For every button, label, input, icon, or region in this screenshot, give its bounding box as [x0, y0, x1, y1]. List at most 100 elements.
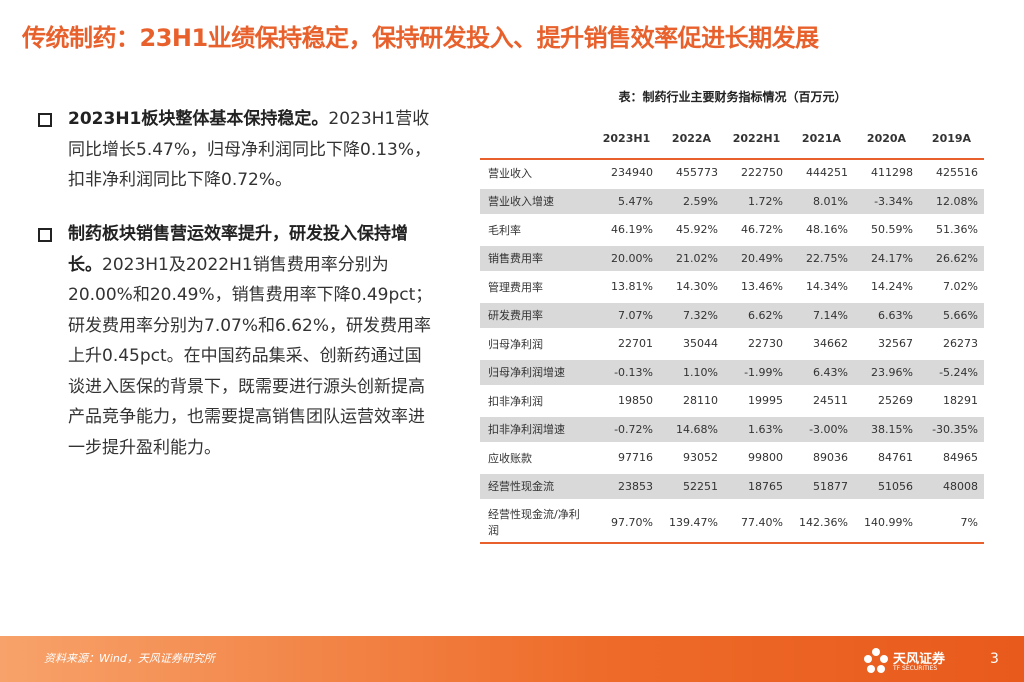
- value-cell: 32567: [854, 329, 919, 360]
- value-cell: -1.99%: [724, 358, 789, 388]
- value-cell: 99800: [724, 443, 789, 474]
- value-cell: 1.72%: [724, 187, 789, 217]
- row-label: 应收账款: [480, 443, 594, 474]
- bullet-lead: 2023H1板块整体基本保持稳定。: [68, 109, 329, 129]
- value-cell: 97716: [594, 443, 659, 474]
- value-cell: 6.63%: [854, 301, 919, 331]
- value-cell: 38.15%: [854, 415, 919, 445]
- logo-text: 天风证券: [893, 652, 946, 667]
- table-row: 营业收入增速 5.47% 2.59% 1.72% 8.01% -3.34% 12.08%: [480, 187, 984, 217]
- value-cell: 24.17%: [854, 244, 919, 274]
- value-cell: -30.35%: [919, 415, 984, 445]
- value-cell: 13.46%: [724, 272, 789, 303]
- value-cell: 21.02%: [659, 244, 724, 274]
- table-row: 销售费用率 20.00% 21.02% 20.49% 22.75% 24.17% 26.62…: [480, 244, 984, 274]
- header-cell: 2021A: [789, 118, 854, 160]
- value-cell: 140.99%: [854, 500, 919, 544]
- row-label: 销售费用率: [480, 244, 594, 274]
- value-cell: 48008: [919, 472, 984, 502]
- footer-band: [0, 636, 1024, 682]
- value-cell: 1.63%: [724, 415, 789, 445]
- value-cell: 222750: [724, 159, 789, 189]
- value-cell: 13.81%: [594, 272, 659, 303]
- header-cell: 2020A: [854, 118, 919, 160]
- value-cell: 7%: [919, 500, 984, 544]
- table-row: 扣非净利润 19850 28110 19995 24511 25269 18291: [480, 386, 984, 417]
- bullet-box: [38, 228, 52, 242]
- value-cell: 19850: [594, 386, 659, 417]
- value-cell: 14.68%: [659, 415, 724, 445]
- page-number: 3: [990, 651, 999, 667]
- row-label: 归母净利润: [480, 329, 594, 360]
- value-cell: 2.59%: [659, 187, 724, 217]
- value-cell: 51056: [854, 472, 919, 502]
- header-cell: 2023H1: [594, 118, 659, 160]
- value-cell: 22.75%: [789, 244, 854, 274]
- value-cell: 46.72%: [724, 215, 789, 246]
- value-cell: 20.00%: [594, 244, 659, 274]
- bullet: 制药板块销售营运效率提升，研发投入保持增长。2023H1及2022H1销售费用率…: [38, 219, 438, 463]
- value-cell: 26273: [919, 329, 984, 360]
- value-cell: 14.24%: [854, 272, 919, 303]
- value-cell: 7.02%: [919, 272, 984, 303]
- value-cell: 34662: [789, 329, 854, 360]
- value-cell: 19995: [724, 386, 789, 417]
- bullet-text: 2023H1及2022H1销售费用率分别为20.00%和20.49%，销售费用率…: [68, 254, 433, 458]
- value-cell: 6.43%: [789, 358, 854, 388]
- value-cell: 12.08%: [919, 187, 984, 217]
- bullet-box: [38, 113, 52, 127]
- bullet-lead: 制药板块销售营运效率提升，研发投入保持增长。: [68, 224, 408, 275]
- logo-icon: [864, 648, 888, 673]
- value-cell: -3.00%: [789, 415, 854, 445]
- value-cell: 6.62%: [724, 301, 789, 331]
- finance-table: 2023H1 2022A 2022H1 2021A 2020A 2019A 营业收入 2349…: [480, 118, 984, 544]
- value-cell: 97.70%: [594, 500, 659, 544]
- value-cell: 51877: [789, 472, 854, 502]
- table-row: 归母净利润 22701 35044 22730 34662 32567 26273: [480, 329, 984, 360]
- row-label: 扣非净利润增速: [480, 415, 594, 445]
- table-row: 经营性现金流/净利润 97.70% 139.47% 77.40% 142.36% 140.…: [480, 500, 984, 544]
- value-cell: 7.14%: [789, 301, 854, 331]
- value-cell: 23853: [594, 472, 659, 502]
- value-cell: -0.72%: [594, 415, 659, 445]
- value-cell: 48.16%: [789, 215, 854, 246]
- value-cell: 22701: [594, 329, 659, 360]
- value-cell: 20.49%: [724, 244, 789, 274]
- slide-title: 传统制药：23H1业绩保持稳定，保持研发投入、提升销售效率促进长期发展: [22, 24, 819, 52]
- value-cell: 24511: [789, 386, 854, 417]
- value-cell: 14.30%: [659, 272, 724, 303]
- table-caption: 表：制药行业主要财务指标情况（百万元）: [618, 90, 847, 104]
- header-row: 2023H1 2022A 2022H1 2021A 2020A 2019A: [480, 118, 984, 160]
- row-label: 经营性现金流/净利润: [480, 500, 594, 544]
- value-cell: 5.66%: [919, 301, 984, 331]
- row-label: 营业收入: [480, 159, 594, 189]
- row-label: 研发费用率: [480, 301, 594, 331]
- value-cell: 46.19%: [594, 215, 659, 246]
- value-cell: 411298: [854, 159, 919, 189]
- row-label: 经营性现金流: [480, 472, 594, 502]
- value-cell: 77.40%: [724, 500, 789, 544]
- header-cell: 2022A: [659, 118, 724, 160]
- value-cell: 84761: [854, 443, 919, 474]
- value-cell: 234940: [594, 159, 659, 189]
- value-cell: 23.96%: [854, 358, 919, 388]
- value-cell: 93052: [659, 443, 724, 474]
- row-label: 归母净利润增速: [480, 358, 594, 388]
- value-cell: -0.13%: [594, 358, 659, 388]
- value-cell: 28110: [659, 386, 724, 417]
- value-cell: 14.34%: [789, 272, 854, 303]
- value-cell: -5.24%: [919, 358, 984, 388]
- header-cell: [480, 118, 594, 160]
- table-row: 管理费用率 13.81% 14.30% 13.46% 14.34% 14.24% 7.02%: [480, 272, 984, 303]
- table-row: 扣非净利润增速 -0.72% 14.68% 1.63% -3.00% 38.15% -30.…: [480, 415, 984, 445]
- value-cell: 45.92%: [659, 215, 724, 246]
- value-cell: 18291: [919, 386, 984, 417]
- row-label: 管理费用率: [480, 272, 594, 303]
- value-cell: 52251: [659, 472, 724, 502]
- value-cell: 25269: [854, 386, 919, 417]
- value-cell: -3.34%: [854, 187, 919, 217]
- source: 资料来源：Wind，天风证券研究所: [44, 652, 215, 665]
- value-cell: 7.07%: [594, 301, 659, 331]
- value-cell: 5.47%: [594, 187, 659, 217]
